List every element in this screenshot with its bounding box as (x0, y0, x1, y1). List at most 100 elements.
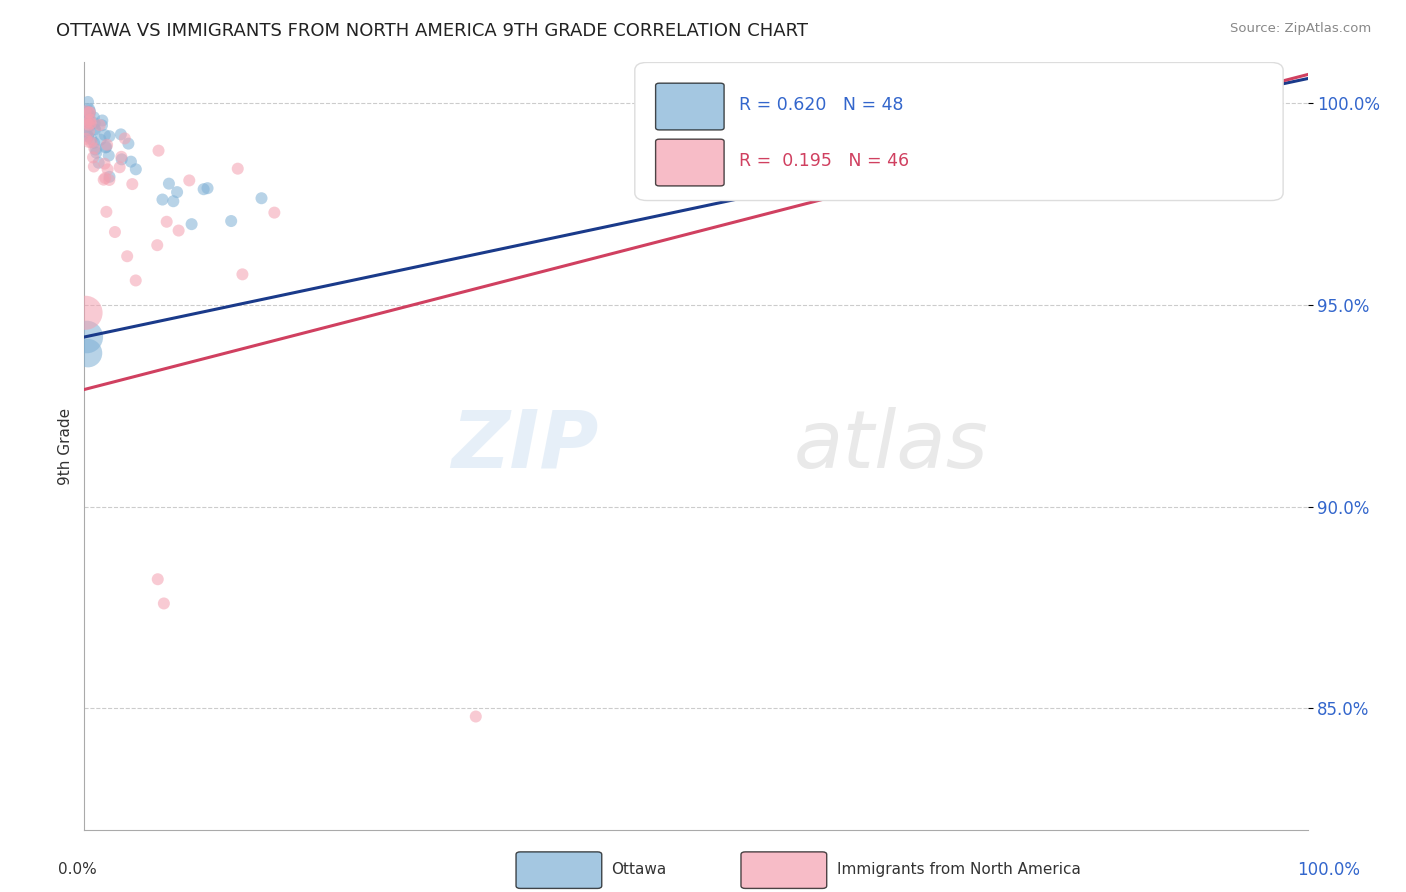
Point (75, 306, 97, 320)
Point (77, 95, 100, 109)
Point (117, 136, 139, 151)
Point (77, 102, 100, 116)
Point (75, 104, 97, 119)
Point (180, 217, 202, 231)
Point (77, 105, 100, 120)
Point (96, 204, 118, 219)
Point (77, 129, 100, 144)
Point (76, 112, 98, 127)
Point (111, 153, 134, 167)
Point (152, 193, 174, 207)
Point (153, 597, 176, 611)
Point (75, 128, 97, 143)
Point (75, 104, 97, 119)
Point (83, 136, 105, 150)
Point (77, 124, 100, 138)
Text: atlas: atlas (794, 407, 988, 485)
Point (104, 225, 127, 239)
Point (89, 118, 111, 132)
Point (162, 194, 184, 209)
Point (219, 214, 242, 228)
Point (77, 115, 100, 129)
Point (77, 114, 100, 128)
Point (98, 129, 121, 144)
Point (125, 162, 148, 177)
Point (146, 238, 169, 252)
Point (77, 120, 100, 134)
Point (146, 572, 169, 586)
Point (167, 223, 190, 237)
Point (157, 177, 180, 191)
Point (90, 133, 112, 147)
Point (86, 145, 108, 160)
Text: 100.0%: 100.0% (1298, 861, 1360, 879)
Point (231, 268, 253, 282)
Point (83, 122, 105, 136)
Point (84, 143, 107, 157)
Point (93, 156, 115, 170)
Point (96, 137, 118, 152)
Text: R =  0.195   N = 46: R = 0.195 N = 46 (738, 152, 908, 169)
Point (110, 128, 132, 142)
Text: Ottawa: Ottawa (612, 863, 666, 877)
Text: Source: ZipAtlas.com: Source: ZipAtlas.com (1230, 22, 1371, 36)
Point (97, 148, 120, 162)
Point (84, 122, 107, 136)
Point (80, 136, 103, 150)
Point (193, 182, 215, 196)
Point (83, 160, 105, 174)
Point (93, 172, 115, 186)
Point (114, 131, 136, 145)
Point (83, 111, 105, 125)
Point (77, 346, 100, 360)
Point (96, 140, 118, 154)
Point (79, 104, 101, 119)
Point (91, 113, 114, 128)
Point (77, 118, 100, 132)
Text: OTTAWA VS IMMIGRANTS FROM NORTH AMERICA 9TH GRADE CORRELATION CHART: OTTAWA VS IMMIGRANTS FROM NORTH AMERICA … (56, 22, 808, 40)
Point (197, 181, 219, 195)
Point (77, 109, 100, 123)
Point (250, 191, 273, 205)
Point (263, 205, 285, 219)
Text: R = 0.620   N = 48: R = 0.620 N = 48 (738, 95, 903, 113)
Point (98, 173, 121, 187)
FancyBboxPatch shape (655, 83, 724, 130)
Point (83, 116, 105, 130)
Point (87, 155, 110, 169)
Point (76, 128, 98, 143)
Point (79, 105, 101, 120)
FancyBboxPatch shape (636, 62, 1284, 201)
Point (79, 108, 101, 122)
Point (156, 215, 179, 229)
Y-axis label: 9th Grade: 9th Grade (58, 408, 73, 484)
Text: 0.0%: 0.0% (58, 863, 97, 877)
Point (148, 144, 170, 158)
Point (94, 140, 117, 154)
Point (80, 116, 103, 130)
Point (97, 162, 120, 177)
Point (75, 132, 97, 146)
Point (79, 112, 101, 127)
Point (80, 132, 103, 146)
Point (76, 330, 98, 344)
Point (94, 171, 117, 186)
Text: ZIP: ZIP (451, 407, 598, 485)
Point (121, 177, 143, 191)
Point (226, 161, 249, 176)
Point (108, 160, 131, 174)
Point (94, 128, 117, 142)
Point (76, 116, 98, 130)
Point (98, 169, 121, 184)
Point (77, 135, 100, 149)
Point (120, 154, 142, 169)
Point (464, 709, 486, 723)
Point (115, 249, 138, 263)
Point (91, 118, 114, 132)
Point (76, 115, 98, 129)
Point (83, 141, 105, 155)
Point (179, 173, 201, 187)
Point (125, 273, 148, 287)
FancyBboxPatch shape (655, 139, 724, 186)
Point (77, 114, 100, 128)
